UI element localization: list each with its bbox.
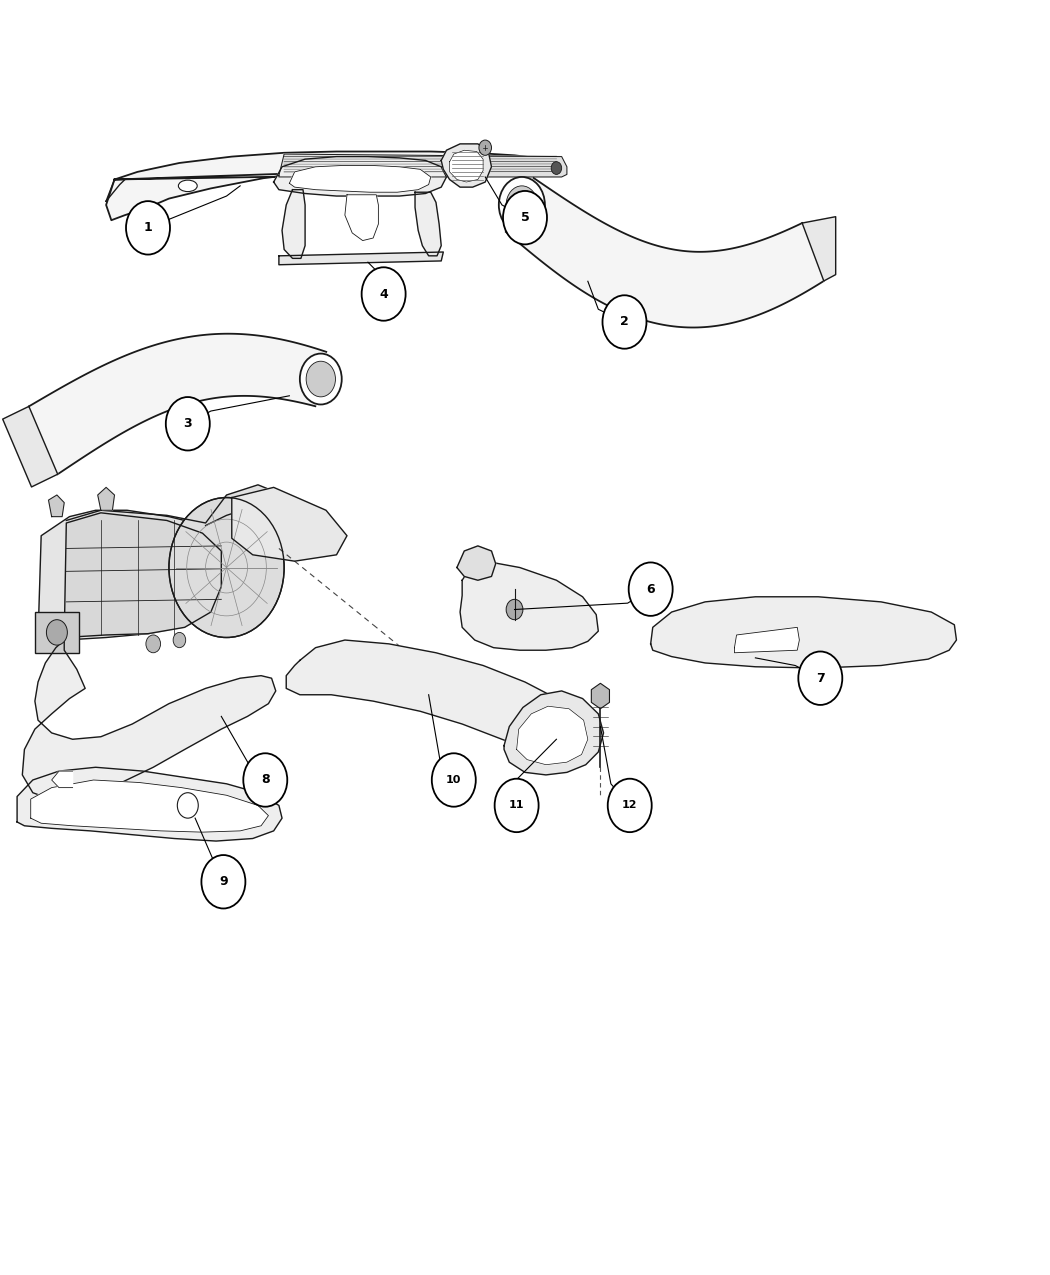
Circle shape <box>300 353 341 404</box>
Polygon shape <box>64 513 222 638</box>
Polygon shape <box>344 195 378 241</box>
Circle shape <box>506 186 538 224</box>
Text: 3: 3 <box>184 417 192 430</box>
Polygon shape <box>460 561 598 650</box>
Polygon shape <box>22 640 276 801</box>
Polygon shape <box>232 487 346 561</box>
Polygon shape <box>457 546 496 580</box>
Circle shape <box>603 296 647 348</box>
Polygon shape <box>734 627 799 653</box>
Text: 6: 6 <box>647 583 655 595</box>
Circle shape <box>361 268 405 321</box>
Polygon shape <box>66 484 274 525</box>
Circle shape <box>126 201 170 255</box>
Circle shape <box>173 632 186 648</box>
Circle shape <box>432 754 476 807</box>
Polygon shape <box>504 691 604 775</box>
Text: 7: 7 <box>816 672 824 685</box>
Text: 9: 9 <box>219 875 228 889</box>
Circle shape <box>166 397 210 450</box>
Polygon shape <box>106 152 565 221</box>
Circle shape <box>629 562 673 616</box>
Text: 5: 5 <box>521 212 529 224</box>
Polygon shape <box>415 193 441 256</box>
Polygon shape <box>279 252 443 265</box>
Polygon shape <box>279 154 567 177</box>
Text: 8: 8 <box>261 774 270 787</box>
Polygon shape <box>449 150 483 182</box>
Polygon shape <box>17 768 282 842</box>
Text: 1: 1 <box>144 222 152 235</box>
Polygon shape <box>506 179 824 328</box>
Circle shape <box>551 162 562 175</box>
Circle shape <box>177 793 198 819</box>
Ellipse shape <box>178 180 197 191</box>
Circle shape <box>146 635 161 653</box>
Polygon shape <box>3 407 58 487</box>
Text: 2: 2 <box>621 315 629 329</box>
Circle shape <box>503 191 547 245</box>
Text: 12: 12 <box>622 801 637 811</box>
Circle shape <box>307 361 335 397</box>
Polygon shape <box>38 510 243 640</box>
Circle shape <box>608 779 652 833</box>
Text: 11: 11 <box>509 801 524 811</box>
Polygon shape <box>651 597 957 668</box>
Polygon shape <box>441 144 491 187</box>
Polygon shape <box>290 166 430 193</box>
Circle shape <box>506 599 523 620</box>
Polygon shape <box>28 334 327 474</box>
Circle shape <box>499 177 545 233</box>
Circle shape <box>169 497 285 638</box>
Polygon shape <box>51 771 72 788</box>
Circle shape <box>798 652 842 705</box>
Circle shape <box>244 754 288 807</box>
Circle shape <box>202 856 246 909</box>
Polygon shape <box>517 706 588 765</box>
Polygon shape <box>282 190 306 259</box>
Polygon shape <box>106 180 125 201</box>
Polygon shape <box>802 217 836 280</box>
Circle shape <box>46 620 67 645</box>
Bar <box>35 612 79 653</box>
Circle shape <box>495 779 539 833</box>
Circle shape <box>479 140 491 156</box>
Polygon shape <box>98 487 114 510</box>
Polygon shape <box>287 640 586 755</box>
Polygon shape <box>48 495 64 516</box>
Polygon shape <box>30 780 269 833</box>
Text: 4: 4 <box>379 287 388 301</box>
Text: 10: 10 <box>446 775 462 785</box>
Polygon shape <box>274 157 446 196</box>
